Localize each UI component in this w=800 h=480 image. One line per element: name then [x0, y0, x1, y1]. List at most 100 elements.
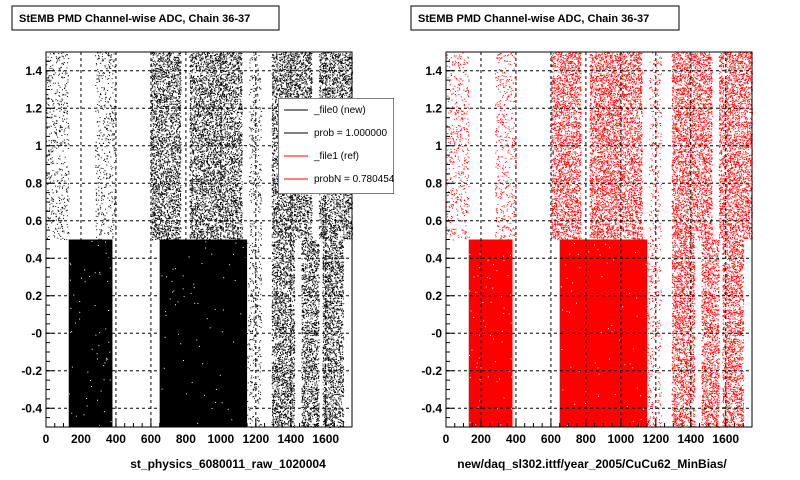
data-point [156, 171, 158, 173]
data-point [171, 236, 173, 238]
data-point [161, 152, 163, 154]
data-point [190, 195, 192, 197]
data-point [213, 196, 215, 198]
data-point [154, 156, 156, 158]
data-point [62, 55, 64, 57]
data-point [66, 118, 68, 120]
data-point [164, 123, 166, 125]
data-point [218, 107, 220, 109]
data-point [192, 216, 194, 218]
data-point [208, 209, 210, 211]
data-point [63, 231, 65, 233]
data-point [201, 53, 203, 55]
data-point [160, 97, 162, 99]
data-point [166, 193, 168, 195]
data-point [168, 232, 170, 234]
data-point [160, 73, 162, 75]
data-point [228, 83, 230, 85]
data-point [225, 224, 227, 226]
data-point [61, 143, 63, 145]
data-point [50, 176, 52, 178]
data-point [170, 189, 172, 191]
data-point [163, 63, 165, 65]
data-point [152, 166, 154, 168]
data-point [238, 192, 240, 194]
data-point [171, 155, 173, 157]
data-point [210, 173, 212, 175]
data-point [176, 82, 178, 84]
data-point [195, 204, 197, 206]
data-point [173, 220, 175, 222]
data-point [161, 123, 163, 125]
data-point [178, 174, 180, 176]
data-point [161, 217, 163, 219]
data-point [156, 177, 158, 179]
data-point [158, 54, 160, 56]
data-point [169, 171, 171, 173]
data-point [151, 170, 153, 172]
data-point [218, 80, 220, 82]
data-point [153, 215, 155, 217]
data-point [214, 214, 216, 216]
data-point [151, 211, 153, 213]
data-point [209, 96, 211, 98]
data-point [107, 129, 109, 131]
data-point [209, 121, 211, 123]
data-point [61, 207, 63, 209]
data-point [225, 84, 227, 86]
data-point [108, 67, 110, 69]
data-point [96, 148, 98, 150]
data-point [197, 180, 199, 182]
data-point [166, 163, 168, 165]
data-point [170, 126, 172, 128]
data-point [167, 169, 169, 171]
data-point [99, 52, 101, 54]
data-point [55, 99, 57, 101]
data-point [177, 62, 179, 64]
data-point [171, 225, 173, 227]
data-point [172, 186, 174, 188]
data-point [157, 218, 159, 220]
data-point [167, 53, 169, 55]
data-point [175, 111, 177, 113]
data-point [220, 84, 222, 86]
data-point [112, 237, 114, 239]
data-point [159, 67, 161, 69]
data-point [222, 136, 224, 138]
data-point [163, 193, 165, 195]
data-point [227, 202, 229, 204]
data-point [205, 197, 207, 199]
data-point [195, 176, 197, 178]
data-point [193, 230, 195, 232]
data-point [221, 202, 223, 204]
data-point [241, 205, 243, 207]
data-point [61, 134, 63, 136]
data-point [208, 183, 210, 185]
data-point [171, 196, 173, 198]
data-point [95, 62, 97, 64]
data-point [161, 74, 163, 76]
data-point [161, 127, 163, 129]
data-point [203, 189, 205, 191]
data-point [155, 149, 157, 151]
data-point [152, 197, 154, 199]
data-point [180, 125, 182, 127]
data-point [109, 65, 111, 67]
data-point [59, 213, 61, 215]
data-point [179, 109, 181, 111]
data-point [67, 79, 69, 81]
data-point [199, 133, 201, 135]
data-point [60, 238, 62, 240]
data-point [203, 104, 205, 106]
data-point [215, 136, 217, 138]
data-point [57, 206, 59, 208]
data-point [170, 125, 172, 127]
data-point [105, 185, 107, 187]
data-point [160, 106, 162, 108]
data-point [165, 139, 167, 141]
data-point [155, 100, 157, 102]
data-point [155, 110, 157, 112]
data-point [240, 126, 242, 128]
data-point [160, 59, 162, 61]
data-point [191, 193, 193, 195]
